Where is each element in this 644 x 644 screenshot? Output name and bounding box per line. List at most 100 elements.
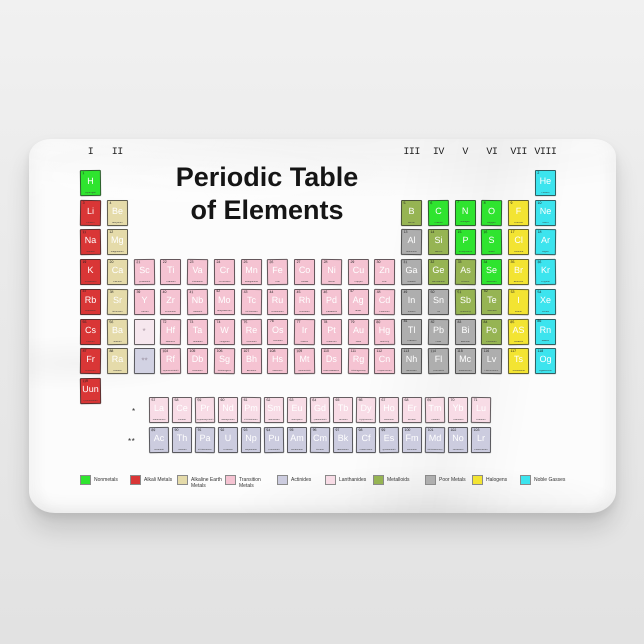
element-symbol: Sc — [138, 265, 150, 276]
element-cell-Va: 23 Va Vanadium — [186, 258, 209, 286]
element-symbol: Ne — [539, 205, 552, 216]
element-cell-As: 33 As Arsenic — [454, 258, 476, 286]
element-cell-Ca: 20 Ca Calcium — [106, 259, 128, 286]
element-number: 117 — [510, 348, 517, 353]
title-line-1: Periodic Table — [175, 162, 359, 192]
element-cell-Og: 118 Og Oganesson — [534, 348, 556, 375]
element-number: 115 — [457, 348, 463, 353]
element-name: Yttrium — [140, 310, 149, 313]
element-name: Palladium — [325, 310, 337, 313]
element-number: 71 — [473, 397, 478, 402]
element-number: 108 — [269, 348, 276, 353]
element-symbol: Po — [486, 324, 498, 335]
element-number: 78 — [323, 319, 328, 324]
element-name: Europium — [291, 418, 303, 421]
element-number: 52 — [483, 289, 488, 294]
element-name: Magnesium — [110, 250, 124, 253]
element-symbol: K — [87, 265, 94, 276]
element-number: 58 — [174, 397, 179, 402]
element-number: 118 — [537, 348, 544, 353]
element-symbol: P — [462, 235, 469, 246]
element-cell-Gd: 64 Gd Gadolinium — [309, 396, 331, 424]
element-name: Lutetium — [476, 418, 486, 421]
element-name: Einsteinium — [382, 448, 396, 451]
element-name: Rhodium — [299, 310, 310, 313]
element-symbol: Rf — [166, 354, 176, 365]
element-symbol: Ca — [111, 265, 124, 276]
element-cell-La: 57 La Lanthanum — [148, 396, 170, 424]
element-number: 7 — [457, 200, 460, 205]
element-name: Cadmium — [379, 310, 391, 313]
element-symbol: Sn — [432, 294, 444, 305]
element-symbol: Cd — [379, 294, 391, 305]
element-symbol: Lu — [475, 402, 487, 414]
element-symbol: Fr — [86, 354, 95, 365]
element-cell-Lv: 116 Lv Livermorium — [481, 348, 503, 375]
element-symbol: Ru — [272, 294, 284, 305]
element-name: Ruthenium — [271, 310, 284, 313]
element-cell-Cl: 17 Cl Chlorine — [508, 229, 530, 256]
element-name: Francium — [85, 369, 96, 372]
element-name: Helium — [541, 191, 550, 194]
element-symbol: Pm — [244, 402, 258, 414]
element-number: 39 — [135, 289, 140, 294]
element-cell-Ce: 58 Ce Cerium — [171, 396, 193, 424]
element-cell-Tm: 69 Tm Thulium — [424, 396, 446, 424]
element-symbol: ** — [140, 356, 148, 366]
element-cell-Fm: 100 Fm Fermium — [402, 427, 422, 453]
element-symbol: Th — [176, 433, 188, 443]
element-name: Lithium — [86, 221, 95, 224]
element-symbol: Cs — [84, 324, 97, 335]
element-symbol: Bi — [461, 324, 470, 335]
element-number: 99 — [381, 427, 386, 432]
element-number: 110 — [323, 348, 329, 353]
element-name: Holmium — [384, 418, 395, 421]
element-cell-Sr: 38 Sr Strontium — [106, 288, 128, 315]
element-name: Hafnium — [165, 339, 176, 343]
element-name: Tungsten — [219, 339, 230, 343]
element-number: 81 — [403, 319, 408, 323]
element-number: 57 — [151, 397, 156, 402]
element-number: 17 — [510, 229, 515, 234]
element-symbol: Mt — [299, 354, 310, 365]
element-cell-Y: 39 Y Yttrium — [133, 288, 155, 315]
element-symbol: S — [488, 235, 495, 246]
element-cell-Cu: 29 Cu Copper — [347, 259, 369, 286]
element-number: 65 — [335, 397, 340, 402]
element-name: Lead — [435, 339, 442, 343]
element-symbol: Al — [407, 235, 416, 246]
element-name: Dysprosium — [359, 418, 373, 421]
element-number: 83 — [457, 319, 461, 324]
element-cell-Ag: 47 Ag Silver — [347, 288, 369, 315]
element-symbol: Am — [290, 433, 304, 443]
element-cell-Bh: 107 Bh Bohrium — [240, 348, 262, 375]
element-number: 14 — [430, 229, 435, 234]
element-cell-Db: 105 Db Dubnium — [187, 348, 209, 375]
element-number: 119 — [82, 378, 88, 383]
element-number: 33 — [457, 259, 462, 264]
element-number: 32 — [430, 259, 435, 264]
element-name: Cesium — [86, 339, 95, 343]
element-name: Seaborgium — [217, 369, 231, 372]
element-symbol: Te — [487, 294, 497, 305]
element-name: Platinum — [326, 339, 337, 343]
element-symbol: W — [220, 324, 229, 335]
element-cell-Pu: 94 Pu Plutonium — [263, 426, 285, 454]
element-cell-Mn: 25 Mn Manganese — [240, 259, 262, 286]
element-symbol: Ge — [432, 265, 445, 276]
element-symbol: Ni — [327, 265, 336, 276]
element-name: Titanium — [166, 280, 176, 283]
legend-item-poor: Poor Metals — [425, 475, 466, 485]
element-cell-Cf: 98 Cf Californium — [355, 426, 377, 454]
element-cell-Ts: 117 Ts Tennessine — [508, 348, 530, 375]
group-label-VIII: VIII — [534, 147, 557, 158]
element-cell-Ar: 18 Ar Argon — [534, 229, 557, 256]
element-number: 116 — [483, 348, 490, 353]
element-number: 18 — [537, 229, 542, 234]
element-cell-Hf: 72 Hf Hafnium — [160, 318, 182, 345]
periodic-table-banner: Periodic Table of Elements I II III IV V VI VI… — [29, 139, 616, 513]
element-name: Oganesson — [538, 369, 552, 372]
element-number: 76 — [269, 319, 274, 323]
element-number: 87 — [82, 348, 87, 353]
element-cell-Dy: 66 Dy Dysprosium — [355, 396, 377, 424]
